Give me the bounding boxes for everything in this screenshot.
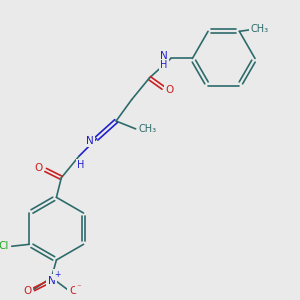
Text: O: O bbox=[23, 286, 31, 296]
Text: H: H bbox=[77, 160, 85, 170]
Text: +: + bbox=[54, 270, 61, 279]
Text: ⁻: ⁻ bbox=[76, 283, 81, 292]
Text: N: N bbox=[48, 275, 56, 286]
Text: Cl: Cl bbox=[0, 241, 9, 251]
Text: N: N bbox=[160, 50, 168, 61]
Text: CH₃: CH₃ bbox=[138, 124, 157, 134]
Text: CH₃: CH₃ bbox=[251, 24, 269, 34]
Text: H: H bbox=[160, 60, 168, 70]
Text: O: O bbox=[35, 163, 43, 173]
Text: O: O bbox=[69, 286, 77, 296]
Text: O: O bbox=[166, 85, 174, 95]
Text: N: N bbox=[86, 136, 94, 146]
